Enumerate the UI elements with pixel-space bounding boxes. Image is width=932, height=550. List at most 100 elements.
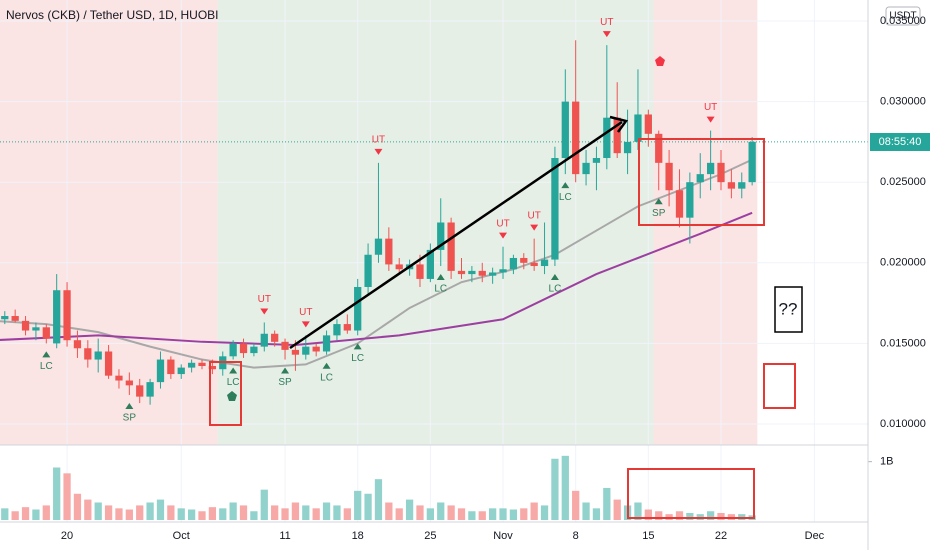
signal-label: UT — [600, 17, 613, 28]
signal-label: UT — [299, 307, 312, 318]
highlight-box — [763, 363, 796, 409]
volume-bar — [84, 499, 92, 520]
signal-marker — [706, 116, 715, 123]
volume-bar — [11, 511, 19, 520]
volume-bar — [250, 511, 258, 520]
volume-bar — [706, 511, 715, 520]
volume-bar — [592, 508, 601, 520]
volume-bar — [291, 502, 300, 520]
candle-body — [457, 270, 466, 275]
signal-marker — [654, 198, 663, 205]
signal-marker — [322, 362, 331, 369]
candle-body — [551, 158, 559, 260]
signal-label: UT — [527, 210, 540, 221]
candle-body — [748, 141, 756, 183]
currency-badge[interactable] — [885, 6, 921, 26]
x-tick-label: 18 — [352, 530, 364, 542]
candle-body — [104, 351, 113, 376]
volume-bar — [167, 505, 175, 520]
trend-arrow — [289, 120, 623, 350]
candle-body — [73, 340, 82, 349]
signal-marker — [42, 351, 51, 358]
volume-bar — [613, 499, 621, 520]
volume-bar — [73, 493, 82, 520]
candle-body — [675, 190, 684, 218]
candle-body — [187, 362, 196, 368]
countdown-badge — [870, 133, 930, 151]
candle-body — [146, 382, 154, 397]
candle-body — [572, 101, 580, 175]
signal-marker — [561, 182, 570, 189]
volume-bar — [302, 505, 310, 520]
volume-bar — [499, 508, 507, 520]
candle-body — [520, 257, 528, 263]
volume-bar — [271, 505, 279, 520]
volume-bar — [437, 502, 445, 520]
volume-bar — [343, 508, 351, 520]
candle-body — [489, 272, 497, 276]
signal-label: UT — [372, 134, 385, 145]
volume-bar — [540, 505, 549, 520]
candle-body — [239, 343, 248, 354]
volume-bar — [426, 508, 434, 520]
candle-body — [125, 380, 133, 386]
candle-body — [177, 367, 185, 375]
candle-body — [94, 351, 102, 360]
background-zone — [653, 0, 758, 445]
volume-bar — [177, 508, 185, 520]
volume-bar — [478, 511, 486, 520]
highlight-box — [638, 138, 765, 226]
volume-bar — [281, 508, 289, 520]
x-tick-label: 20 — [61, 530, 73, 542]
signal-marker — [229, 367, 238, 374]
y-tick-label: 0.010000 — [880, 418, 926, 430]
volume-bar — [187, 509, 196, 520]
volume-bar — [551, 458, 559, 520]
signal-label: SP — [652, 208, 666, 219]
marker — [655, 56, 665, 66]
volume-bar — [21, 507, 30, 520]
candle-body — [717, 162, 725, 183]
candle-body — [53, 290, 61, 344]
volume-bar — [136, 505, 144, 520]
candle-body — [426, 249, 434, 279]
signal-marker — [301, 321, 310, 328]
candle-body — [540, 259, 549, 267]
candle-body — [333, 324, 341, 336]
note-text: ?? — [779, 299, 798, 318]
candle-body — [623, 141, 632, 154]
candle-body — [613, 117, 621, 154]
chart-title: Nervos (CKB) / Tether USD, 1D, HUOBI — [6, 8, 219, 22]
arrow-head — [609, 115, 629, 133]
volume-bar — [322, 502, 331, 520]
volume-bar — [53, 467, 61, 520]
y-tick-label: 0.035000 — [880, 15, 926, 27]
candle-body — [84, 348, 92, 360]
signal-marker — [436, 274, 445, 281]
candle-body — [478, 270, 486, 276]
volume-bar — [634, 502, 642, 520]
candle-body — [302, 346, 310, 355]
signal-label: SP — [123, 413, 137, 424]
volume-bar — [104, 505, 113, 520]
y-tick-label: 0.015000 — [880, 337, 926, 349]
signal-label: UT — [496, 218, 509, 229]
candle-body — [364, 254, 372, 287]
candle-body — [416, 264, 424, 279]
volume-bar — [125, 509, 133, 520]
candle-body — [63, 290, 71, 341]
candle-body — [291, 349, 300, 355]
candle-body — [530, 262, 538, 267]
candle-body — [738, 182, 746, 189]
volume-bar — [260, 489, 268, 520]
candle-body — [208, 365, 217, 370]
volume-bar — [675, 511, 684, 520]
candle-body — [634, 114, 642, 142]
volume-bar — [385, 502, 393, 520]
moving-average — [0, 211, 753, 347]
volume-bar — [686, 513, 694, 520]
volume-bar — [395, 508, 403, 520]
x-tick-label: 22 — [715, 530, 727, 542]
volume-bar — [468, 511, 476, 520]
